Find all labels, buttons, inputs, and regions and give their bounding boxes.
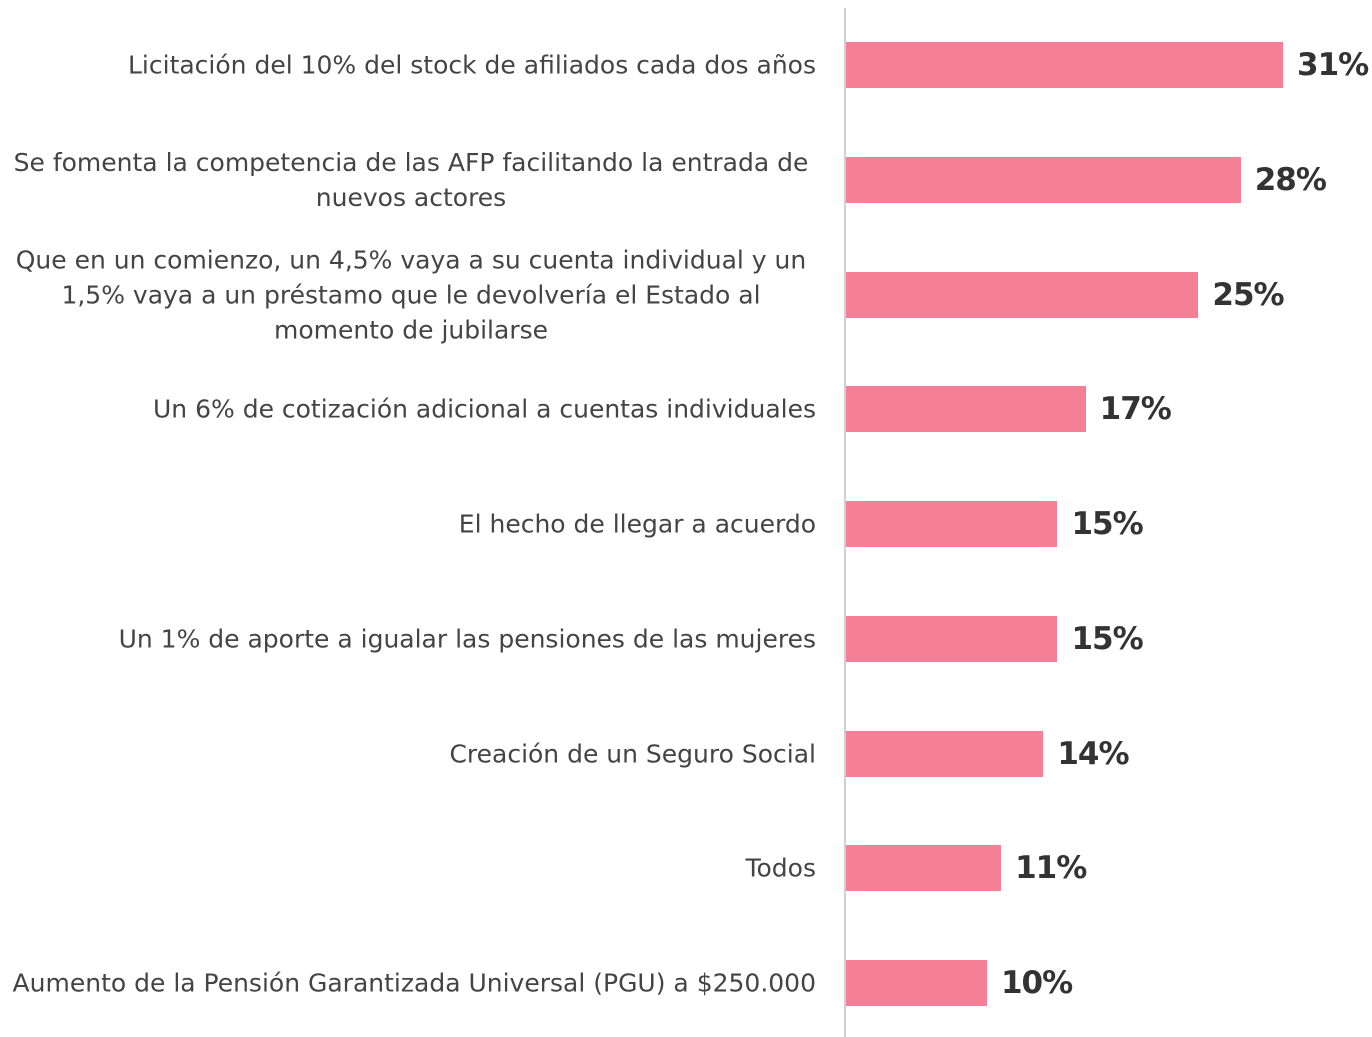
category-label: Creación de un Seguro Social (449, 739, 816, 768)
value-label: 10% (1000, 965, 1073, 1001)
value-label: 17% (1099, 391, 1172, 428)
value-label: 15% (1071, 506, 1143, 542)
category-label: Licitación del 10% del stock de afiliado… (128, 50, 816, 80)
value-label: 14% (1057, 735, 1129, 772)
category-label: Se fomenta la competencia de las AFP fac… (13, 147, 809, 212)
axis-line (844, 8, 846, 1037)
category-label: El hecho de llegar a acuerdo (458, 509, 816, 539)
category-label: Aumento de la Pensión Garantizada Univer… (12, 968, 816, 998)
category-label: Un 6% de cotización adicional a cuentas … (153, 394, 816, 424)
category-label: Un 1% de aporte a igualar las pensiones … (118, 624, 816, 654)
bar (846, 960, 987, 1006)
value-label: 15% (1071, 620, 1143, 657)
value-label: 11% (1015, 850, 1087, 887)
category-label: Que en un comienzo, un 4,5% vaya a su cu… (15, 245, 807, 344)
bar (846, 615, 1058, 662)
bar (846, 730, 1044, 777)
bar (846, 386, 1086, 433)
value-label: 31% (1297, 47, 1369, 83)
bar (846, 156, 1241, 203)
bar (846, 845, 1002, 892)
value-label: 28% (1254, 161, 1327, 198)
bar (846, 501, 1058, 547)
bar (846, 271, 1199, 318)
bar (846, 42, 1283, 88)
value-label: 25% (1212, 276, 1284, 313)
category-label: Todos (745, 853, 816, 883)
